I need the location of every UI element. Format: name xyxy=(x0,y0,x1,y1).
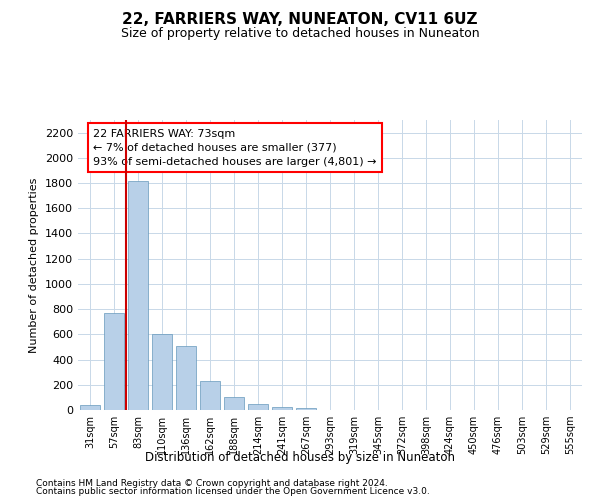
Text: Size of property relative to detached houses in Nuneaton: Size of property relative to detached ho… xyxy=(121,28,479,40)
Text: Distribution of detached houses by size in Nuneaton: Distribution of detached houses by size … xyxy=(145,451,455,464)
Text: 22 FARRIERS WAY: 73sqm
← 7% of detached houses are smaller (377)
93% of semi-det: 22 FARRIERS WAY: 73sqm ← 7% of detached … xyxy=(93,128,377,166)
Bar xyxy=(224,398,244,410)
Bar xyxy=(104,313,124,410)
Bar xyxy=(152,334,172,410)
Text: 22, FARRIERS WAY, NUNEATON, CV11 6UZ: 22, FARRIERS WAY, NUNEATON, CV11 6UZ xyxy=(122,12,478,28)
Bar xyxy=(80,405,100,410)
Bar xyxy=(128,180,148,410)
Text: Contains public sector information licensed under the Open Government Licence v3: Contains public sector information licen… xyxy=(36,487,430,496)
Bar xyxy=(248,404,268,410)
Y-axis label: Number of detached properties: Number of detached properties xyxy=(29,178,40,352)
Text: Contains HM Land Registry data © Crown copyright and database right 2024.: Contains HM Land Registry data © Crown c… xyxy=(36,478,388,488)
Bar xyxy=(200,381,220,410)
Bar xyxy=(176,346,196,410)
Bar xyxy=(272,407,292,410)
Bar xyxy=(296,408,316,410)
